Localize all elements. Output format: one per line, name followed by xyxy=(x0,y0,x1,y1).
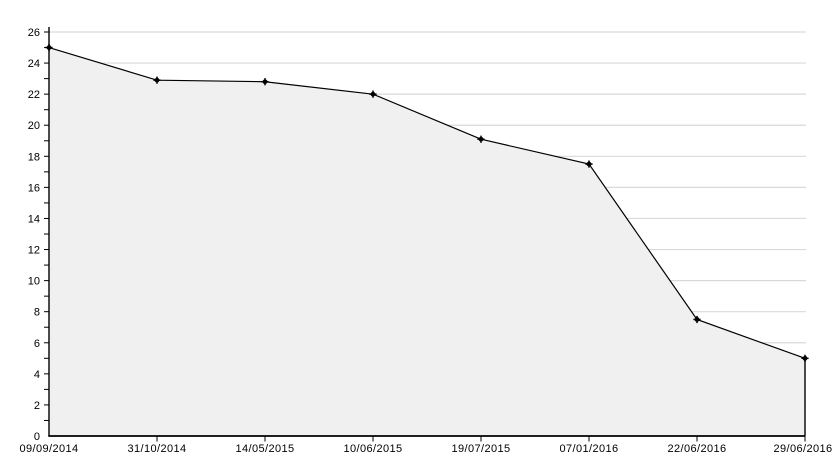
y-axis-label: 6 xyxy=(34,338,40,350)
y-axis-label: 12 xyxy=(28,245,40,257)
data-point-marker xyxy=(370,91,376,97)
x-axis-label: 29/06/2016 xyxy=(773,443,832,455)
x-axis-label: 10/06/2015 xyxy=(343,443,402,455)
x-axis-label: 19/07/2015 xyxy=(451,443,510,455)
y-axis-label: 10 xyxy=(28,276,40,288)
y-axis-label: 0 xyxy=(34,431,40,443)
series-area-fill xyxy=(49,47,805,437)
y-axis-label: 2 xyxy=(34,400,40,412)
data-point-marker xyxy=(154,77,160,83)
x-axis-label: 22/06/2016 xyxy=(667,443,726,455)
x-axis-label: 14/05/2015 xyxy=(235,443,294,455)
data-point-marker xyxy=(262,79,268,85)
y-axis-label: 8 xyxy=(34,307,40,319)
data-point-marker xyxy=(478,136,484,142)
data-point-marker xyxy=(586,161,592,167)
data-point-marker xyxy=(802,355,808,361)
data-point-marker xyxy=(46,45,52,50)
y-axis-label: 22 xyxy=(28,89,40,101)
y-axis-label: 26 xyxy=(28,27,40,39)
y-axis-label: 20 xyxy=(28,120,40,132)
y-axis-label: 24 xyxy=(28,58,40,70)
series-line xyxy=(48,46,806,359)
x-axis-label: 31/10/2014 xyxy=(127,443,186,455)
y-axis-label: 4 xyxy=(34,369,40,381)
data-point-marker xyxy=(694,317,700,322)
x-axis-label: 09/09/2014 xyxy=(19,443,78,455)
y-axis-label: 16 xyxy=(28,182,40,194)
x-axis-label: 07/01/2016 xyxy=(559,443,618,455)
y-axis-label: 14 xyxy=(28,213,40,225)
y-axis-label: 18 xyxy=(28,151,40,163)
